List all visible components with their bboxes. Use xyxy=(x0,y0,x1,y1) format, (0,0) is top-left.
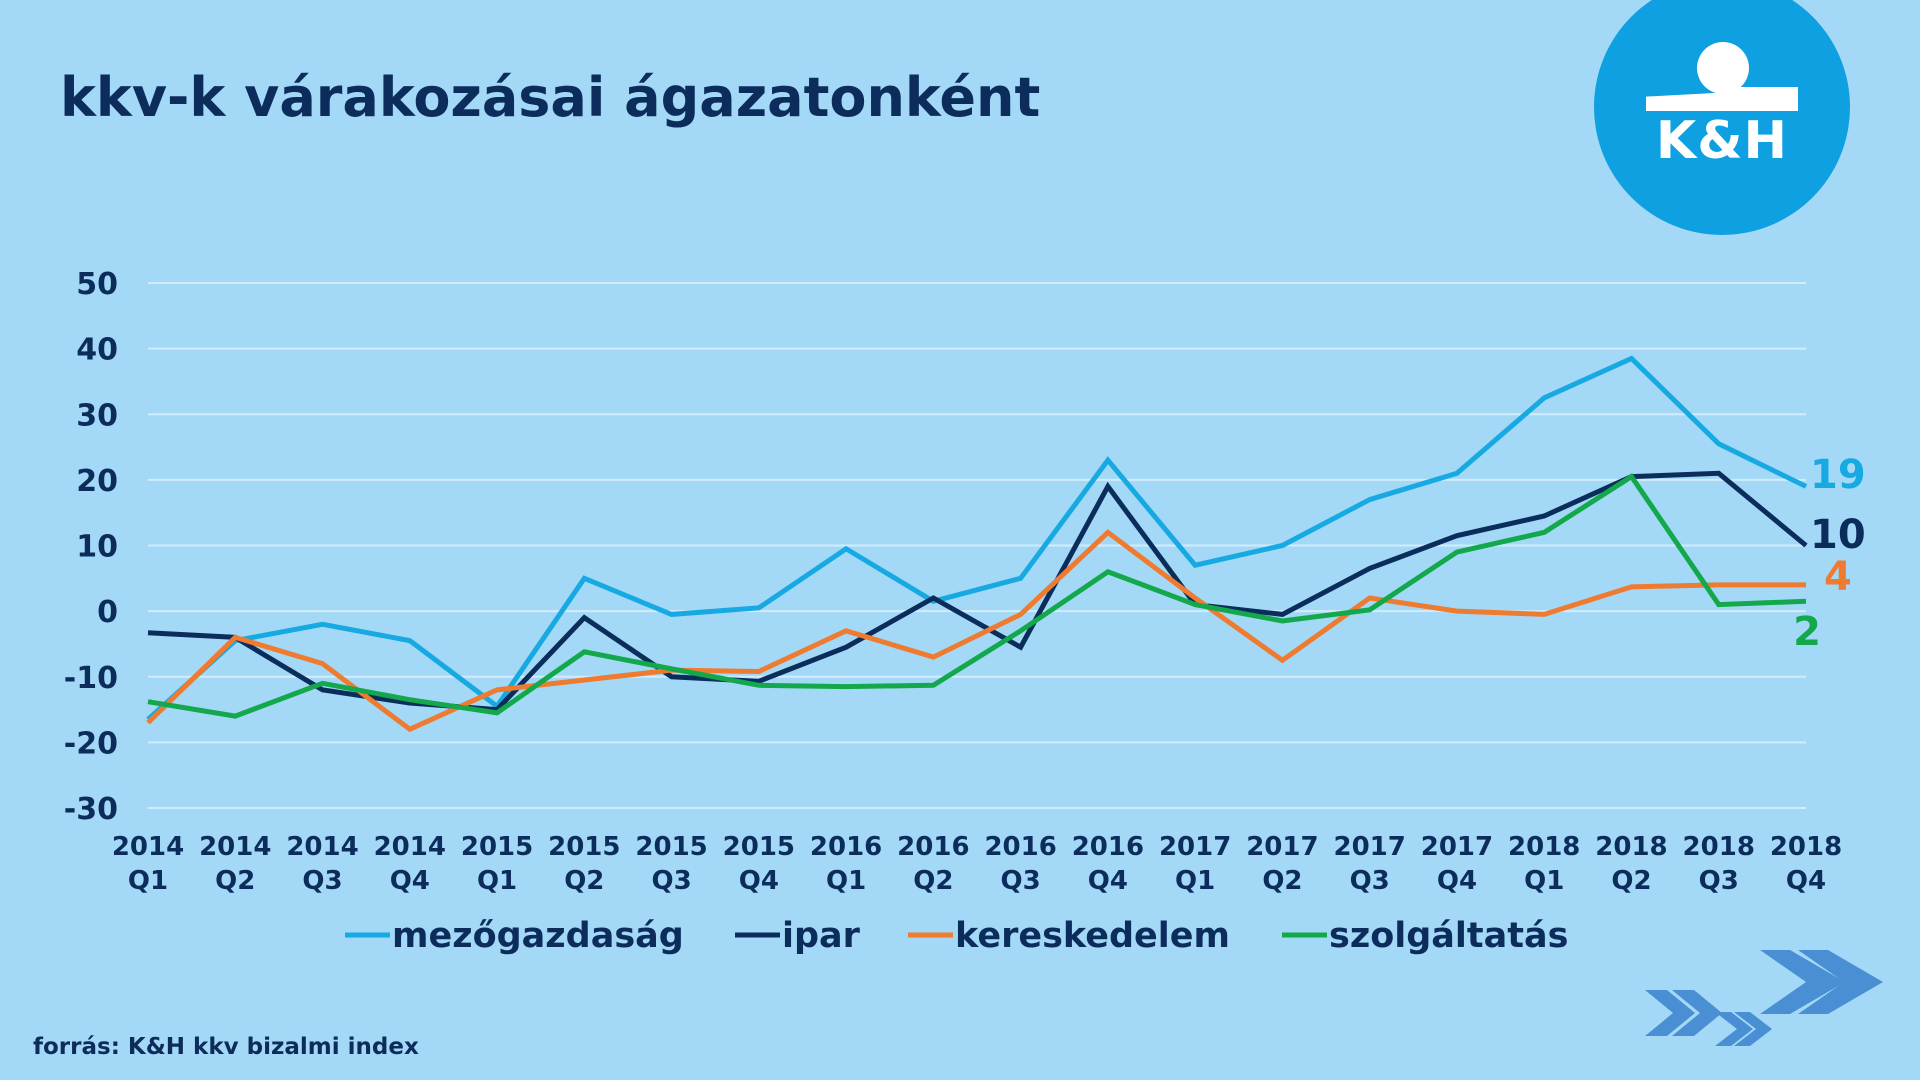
chart-title: kkv-k várakozásai ágazatonként xyxy=(60,66,1041,129)
x-tick-label-year: 2015 xyxy=(635,832,707,862)
x-tick-label-quarter: Q1 xyxy=(128,866,168,896)
x-tick-label-year: 2018 xyxy=(1508,832,1580,862)
x-tick-label-quarter: Q2 xyxy=(1262,866,1302,896)
y-tick-label: -20 xyxy=(64,726,118,761)
x-tick-label-year: 2017 xyxy=(1333,832,1405,862)
kh-logo: K&H xyxy=(1594,0,1850,235)
x-tick-label-quarter: Q4 xyxy=(739,866,779,896)
legend-label: ipar xyxy=(782,916,861,956)
y-tick-label: 30 xyxy=(76,398,118,433)
end-value-label: 10 xyxy=(1810,512,1866,558)
x-tick-label-year: 2018 xyxy=(1683,832,1755,862)
x-tick-label-year: 2016 xyxy=(810,832,882,862)
end-value-label: 4 xyxy=(1824,554,1852,600)
y-tick-label: -10 xyxy=(64,661,118,696)
x-tick-label-quarter: Q1 xyxy=(1175,866,1215,896)
chevron-arrows-icon xyxy=(1645,950,1883,1046)
x-tick-label-quarter: Q4 xyxy=(1786,866,1826,896)
y-tick-label: -30 xyxy=(64,792,118,827)
x-tick-label-quarter: Q4 xyxy=(390,866,430,896)
x-tick-label-year: 2014 xyxy=(286,832,358,862)
x-tick-label-year: 2014 xyxy=(112,832,184,862)
x-tick-label-quarter: Q2 xyxy=(1611,866,1651,896)
x-tick-label-year: 2017 xyxy=(1246,832,1318,862)
y-tick-label: 20 xyxy=(76,464,118,499)
y-tick-label: 40 xyxy=(76,333,118,368)
x-tick-label-year: 2015 xyxy=(723,832,795,862)
x-tick-label-quarter: Q4 xyxy=(1088,866,1128,896)
legend-label: mezőgazdaság xyxy=(392,916,684,956)
logo-text: K&H xyxy=(1655,111,1789,171)
x-tick-label-year: 2016 xyxy=(1072,832,1144,862)
x-tick-label-year: 2017 xyxy=(1159,832,1231,862)
x-tick-label-year: 2014 xyxy=(374,832,446,862)
x-tick-label-quarter: Q4 xyxy=(1437,866,1477,896)
source-note: forrás: K&H kkv bizalmi index xyxy=(33,1034,419,1060)
series-line-4 xyxy=(147,473,1807,719)
x-tick-label-quarter: Q3 xyxy=(651,866,691,896)
end-value-label: 2 xyxy=(1793,609,1821,655)
x-tick-label-quarter: Q2 xyxy=(564,866,604,896)
x-tick-label-quarter: Q3 xyxy=(1350,866,1390,896)
x-tick-label-year: 2015 xyxy=(548,832,620,862)
x-tick-label-year: 2018 xyxy=(1770,832,1842,862)
x-tick-label-year: 2016 xyxy=(984,832,1056,862)
x-tick-label-year: 2014 xyxy=(199,832,271,862)
legend-label: kereskedelem xyxy=(955,916,1230,956)
series-line-3 xyxy=(146,529,1806,733)
x-tick-label-year: 2017 xyxy=(1421,832,1493,862)
series-line-1 xyxy=(146,355,1808,722)
x-tick-label-quarter: Q2 xyxy=(913,866,953,896)
x-tick-label-quarter: Q3 xyxy=(302,866,342,896)
logo-ball-icon xyxy=(1697,42,1749,94)
y-tick-label: 0 xyxy=(97,595,118,630)
x-tick-label-quarter: Q1 xyxy=(477,866,517,896)
y-tick-label: 10 xyxy=(76,530,118,565)
y-tick-label: 50 xyxy=(76,267,118,302)
end-value-label: 19 xyxy=(1810,452,1866,498)
x-tick-label-year: 2016 xyxy=(897,832,969,862)
x-tick-label-year: 2018 xyxy=(1595,832,1667,862)
x-tick-label-quarter: Q1 xyxy=(826,866,866,896)
x-tick-label-quarter: Q3 xyxy=(1001,866,1041,896)
x-tick-label-quarter: Q3 xyxy=(1699,866,1739,896)
legend-label: szolgáltatás xyxy=(1329,916,1568,956)
x-tick-label-year: 2015 xyxy=(461,832,533,862)
x-tick-label-quarter: Q2 xyxy=(215,866,255,896)
x-tick-label-quarter: Q1 xyxy=(1524,866,1564,896)
